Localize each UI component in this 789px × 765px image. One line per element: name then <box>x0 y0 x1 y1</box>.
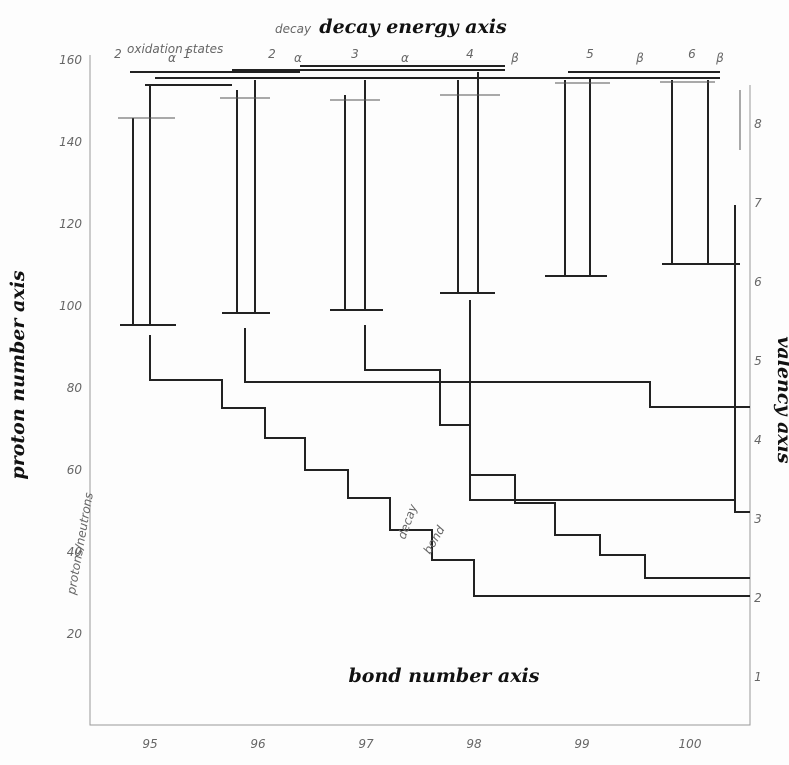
left-tick: 160 <box>59 53 82 67</box>
right-tick: 4 <box>754 433 762 447</box>
right-label: valency axis <box>773 336 789 464</box>
left-tick: 40 <box>67 545 83 559</box>
left-tick: 60 <box>67 463 83 477</box>
top-symbol: β <box>510 51 519 65</box>
axes-frame <box>89 55 751 726</box>
bottom-label: bond number axis <box>349 665 540 687</box>
top-tick: 6 <box>688 47 696 61</box>
right-tick: 1 <box>754 670 762 684</box>
right-tick: 6 <box>754 275 762 289</box>
left-tick: 20 <box>67 627 83 641</box>
bottom-tick: 100 <box>679 737 702 751</box>
top-tick: 2 <box>268 47 276 61</box>
top-tick: 2 <box>114 47 122 61</box>
left-label: proton number axis <box>7 270 29 479</box>
top-symbol: α <box>168 51 176 65</box>
right-tick: 5 <box>754 354 762 368</box>
left-tick: 80 <box>67 381 83 395</box>
right-tick: 7 <box>754 196 762 210</box>
top-tick: 5 <box>586 47 594 61</box>
top-bar <box>130 65 720 79</box>
left-tick: 120 <box>59 217 82 231</box>
decay-prefix: decay <box>275 22 312 36</box>
small-marks <box>118 81 741 150</box>
top-tick: 3 <box>351 47 359 61</box>
top-label: decay energy axis <box>319 16 507 38</box>
top-symbol: β <box>715 51 724 65</box>
top-tick: 1 <box>183 47 191 61</box>
right-tick: 2 <box>754 591 762 605</box>
left-tick: 140 <box>59 135 82 149</box>
bottom-tick: 99 <box>574 737 589 751</box>
top-symbol: α <box>294 51 302 65</box>
staircases <box>149 205 750 597</box>
right-tick: 8 <box>754 117 762 131</box>
bottom-tick: 96 <box>250 737 266 751</box>
bottom-tick: 97 <box>358 737 374 751</box>
top-symbol: β <box>635 51 644 65</box>
right-tick: 3 <box>754 512 762 526</box>
decay-columns <box>120 72 740 326</box>
left-tick: 100 <box>59 299 82 313</box>
tick-labels: 160 140 120 100 80 60 40 20 95 96 97 98 99 100 8 7 6 5 4 3 2… <box>59 47 762 751</box>
oxidation-note: oxidation states <box>127 42 223 56</box>
top-symbol: α <box>401 51 409 65</box>
bottom-tick: 95 <box>142 737 157 751</box>
top-tick: 4 <box>466 47 474 61</box>
bottom-tick: 98 <box>466 737 482 751</box>
